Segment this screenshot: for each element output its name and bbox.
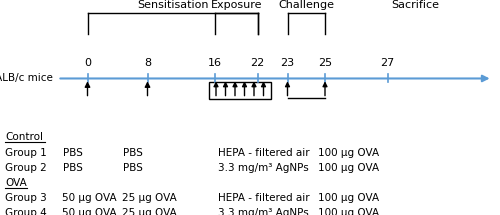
Text: PBS: PBS [62, 148, 82, 158]
Text: Group 2: Group 2 [5, 163, 47, 173]
Text: Group 3: Group 3 [5, 193, 47, 203]
Text: 22: 22 [250, 58, 264, 68]
Text: HEPA - filtered air: HEPA - filtered air [218, 193, 309, 203]
Text: 50 μg OVA: 50 μg OVA [62, 208, 117, 215]
Text: 100 μg OVA: 100 μg OVA [318, 208, 378, 215]
Text: PBS: PBS [122, 148, 142, 158]
Text: Challenge: Challenge [278, 0, 334, 10]
Text: Group 4: Group 4 [5, 208, 47, 215]
Text: 100 μg OVA: 100 μg OVA [318, 193, 378, 203]
Text: 16: 16 [208, 58, 222, 68]
Text: Sacrifice: Sacrifice [391, 0, 439, 10]
Text: 27: 27 [380, 58, 394, 68]
Text: BALB/c mice: BALB/c mice [0, 74, 52, 83]
Text: Sensitisation: Sensitisation [137, 0, 208, 10]
Text: PBS: PBS [62, 163, 82, 173]
Text: 100 μg OVA: 100 μg OVA [318, 163, 378, 173]
Text: 25: 25 [318, 58, 332, 68]
Text: 100 μg OVA: 100 μg OVA [318, 148, 378, 158]
Text: PBS: PBS [122, 163, 142, 173]
Text: Group 1: Group 1 [5, 148, 47, 158]
Text: 3.3 mg/m³ AgNPs: 3.3 mg/m³ AgNPs [218, 208, 308, 215]
Text: 50 μg OVA: 50 μg OVA [62, 193, 117, 203]
Text: Control: Control [5, 132, 43, 142]
Text: 25 μg OVA: 25 μg OVA [122, 208, 177, 215]
Text: 23: 23 [280, 58, 294, 68]
Text: OVA: OVA [5, 178, 27, 188]
Text: 8: 8 [144, 58, 151, 68]
Text: HEPA - filtered air: HEPA - filtered air [218, 148, 309, 158]
Text: 0: 0 [84, 58, 91, 68]
Text: Exposure: Exposure [210, 0, 262, 10]
Text: 3.3 mg/m³ AgNPs: 3.3 mg/m³ AgNPs [218, 163, 308, 173]
Text: 25 μg OVA: 25 μg OVA [122, 193, 177, 203]
